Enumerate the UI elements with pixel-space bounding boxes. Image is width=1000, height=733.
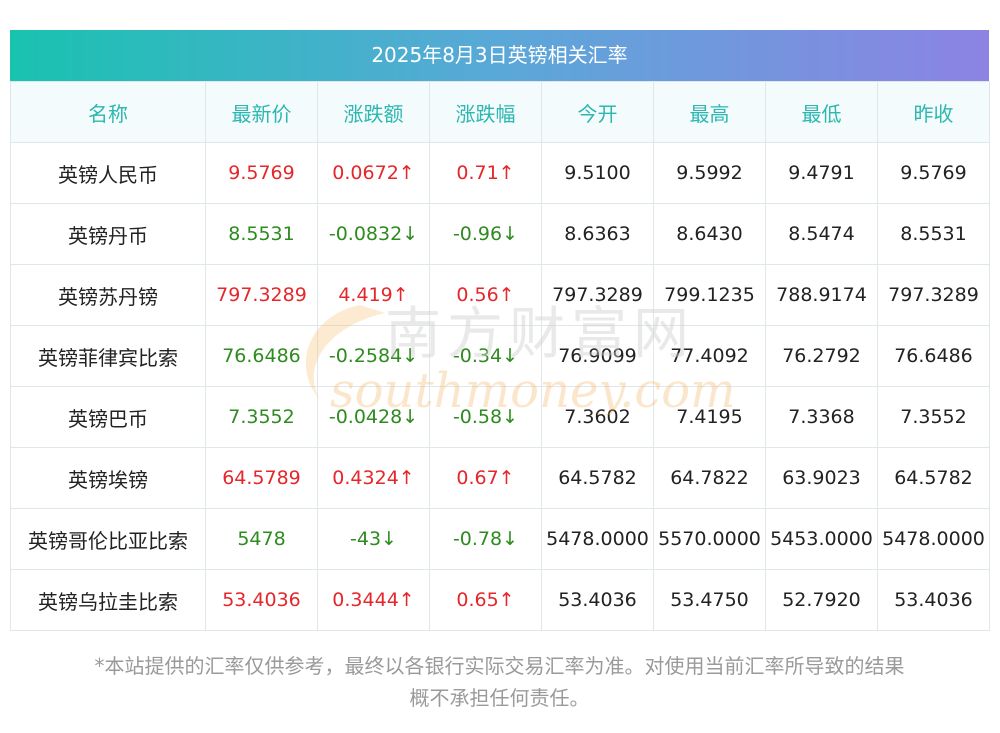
- prev-close-price: 9.5769: [877, 142, 990, 204]
- change-percent: 0.56↑: [429, 264, 542, 326]
- change-percent: -0.34↓: [429, 325, 542, 387]
- change-percent: -0.58↓: [429, 386, 542, 448]
- currency-name: 英镑巴币: [10, 386, 206, 448]
- latest-price: 8.5531: [205, 203, 318, 265]
- low-price: 7.3368: [765, 386, 878, 448]
- latest-price: 7.3552: [205, 386, 318, 448]
- high-price: 9.5992: [653, 142, 766, 204]
- currency-name: 英镑哥伦比亚比索: [10, 508, 206, 570]
- change-amount: 0.0672↑: [317, 142, 430, 204]
- rates-table: 名称 最新价 涨跌额 涨跌幅 今开 最高 最低 昨收 英镑人民币 9.5769 …: [10, 81, 990, 631]
- change-percent: 0.71↑: [429, 142, 542, 204]
- header-prev-close: 昨收: [877, 81, 990, 143]
- header-high: 最高: [653, 81, 766, 143]
- prev-close-price: 797.3289: [877, 264, 990, 326]
- currency-name: 英镑苏丹镑: [10, 264, 206, 326]
- open-price: 797.3289: [541, 264, 654, 326]
- low-price: 5453.0000: [765, 508, 878, 570]
- open-price: 64.5782: [541, 447, 654, 509]
- prev-close-price: 76.6486: [877, 325, 990, 387]
- table-row: 英镑埃镑 64.5789 0.4324↑ 0.67↑ 64.5782 64.78…: [10, 447, 990, 509]
- rate-panel: 2025年8月3日英镑相关汇率 名称 最新价 涨跌额 涨跌幅 今开 最高 最低 …: [10, 30, 990, 631]
- change-percent: 0.67↑: [429, 447, 542, 509]
- change-amount: -0.0832↓: [317, 203, 430, 265]
- open-price: 5478.0000: [541, 508, 654, 570]
- low-price: 76.2792: [765, 325, 878, 387]
- header-name: 名称: [10, 81, 206, 143]
- change-amount: -0.2584↓: [317, 325, 430, 387]
- change-amount: -0.0428↓: [317, 386, 430, 448]
- low-price: 63.9023: [765, 447, 878, 509]
- latest-price: 5478: [205, 508, 318, 570]
- table-row: 英镑菲律宾比索 76.6486 -0.2584↓ -0.34↓ 76.9099 …: [10, 325, 990, 387]
- latest-price: 53.4036: [205, 569, 318, 631]
- high-price: 799.1235: [653, 264, 766, 326]
- latest-price: 9.5769: [205, 142, 318, 204]
- prev-close-price: 53.4036: [877, 569, 990, 631]
- high-price: 8.6430: [653, 203, 766, 265]
- latest-price: 797.3289: [205, 264, 318, 326]
- currency-name: 英镑乌拉圭比索: [10, 569, 206, 631]
- disclaimer: *本站提供的汇率仅供参考，最终以各银行实际交易汇率为准。对使用当前汇率所导致的结…: [10, 650, 989, 714]
- table-row: 英镑乌拉圭比索 53.4036 0.3444↑ 0.65↑ 53.4036 53…: [10, 569, 990, 631]
- table-row: 英镑人民币 9.5769 0.0672↑ 0.71↑ 9.5100 9.5992…: [10, 142, 990, 204]
- low-price: 8.5474: [765, 203, 878, 265]
- change-amount: -43↓: [317, 508, 430, 570]
- table-row: 英镑巴币 7.3552 -0.0428↓ -0.58↓ 7.3602 7.419…: [10, 386, 990, 448]
- header-row: 名称 最新价 涨跌额 涨跌幅 今开 最高 最低 昨收: [10, 81, 990, 143]
- change-percent: 0.65↑: [429, 569, 542, 631]
- header-low: 最低: [765, 81, 878, 143]
- currency-name: 英镑人民币: [10, 142, 206, 204]
- change-amount: 4.419↑: [317, 264, 430, 326]
- open-price: 7.3602: [541, 386, 654, 448]
- high-price: 7.4195: [653, 386, 766, 448]
- low-price: 52.7920: [765, 569, 878, 631]
- header-latest: 最新价: [205, 81, 318, 143]
- prev-close-price: 5478.0000: [877, 508, 990, 570]
- table-title: 2025年8月3日英镑相关汇率: [10, 30, 989, 81]
- open-price: 53.4036: [541, 569, 654, 631]
- disclaimer-line-1: *本站提供的汇率仅供参考，最终以各银行实际交易汇率为准。对使用当前汇率所导致的结…: [94, 654, 905, 678]
- currency-name: 英镑埃镑: [10, 447, 206, 509]
- change-percent: -0.96↓: [429, 203, 542, 265]
- latest-price: 64.5789: [205, 447, 318, 509]
- prev-close-price: 8.5531: [877, 203, 990, 265]
- header-open: 今开: [541, 81, 654, 143]
- low-price: 9.4791: [765, 142, 878, 204]
- open-price: 9.5100: [541, 142, 654, 204]
- latest-price: 76.6486: [205, 325, 318, 387]
- table-row: 英镑哥伦比亚比索 5478 -43↓ -0.78↓ 5478.0000 5570…: [10, 508, 990, 570]
- change-percent: -0.78↓: [429, 508, 542, 570]
- open-price: 8.6363: [541, 203, 654, 265]
- high-price: 64.7822: [653, 447, 766, 509]
- change-amount: 0.3444↑: [317, 569, 430, 631]
- high-price: 5570.0000: [653, 508, 766, 570]
- high-price: 77.4092: [653, 325, 766, 387]
- low-price: 788.9174: [765, 264, 878, 326]
- disclaimer-line-2: 概不承担任何责任。: [409, 686, 590, 710]
- prev-close-price: 7.3552: [877, 386, 990, 448]
- currency-name: 英镑丹币: [10, 203, 206, 265]
- header-change: 涨跌额: [317, 81, 430, 143]
- high-price: 53.4750: [653, 569, 766, 631]
- table-row: 英镑苏丹镑 797.3289 4.419↑ 0.56↑ 797.3289 799…: [10, 264, 990, 326]
- table-row: 英镑丹币 8.5531 -0.0832↓ -0.96↓ 8.6363 8.643…: [10, 203, 990, 265]
- currency-name: 英镑菲律宾比索: [10, 325, 206, 387]
- header-pct: 涨跌幅: [429, 81, 542, 143]
- prev-close-price: 64.5782: [877, 447, 990, 509]
- open-price: 76.9099: [541, 325, 654, 387]
- change-amount: 0.4324↑: [317, 447, 430, 509]
